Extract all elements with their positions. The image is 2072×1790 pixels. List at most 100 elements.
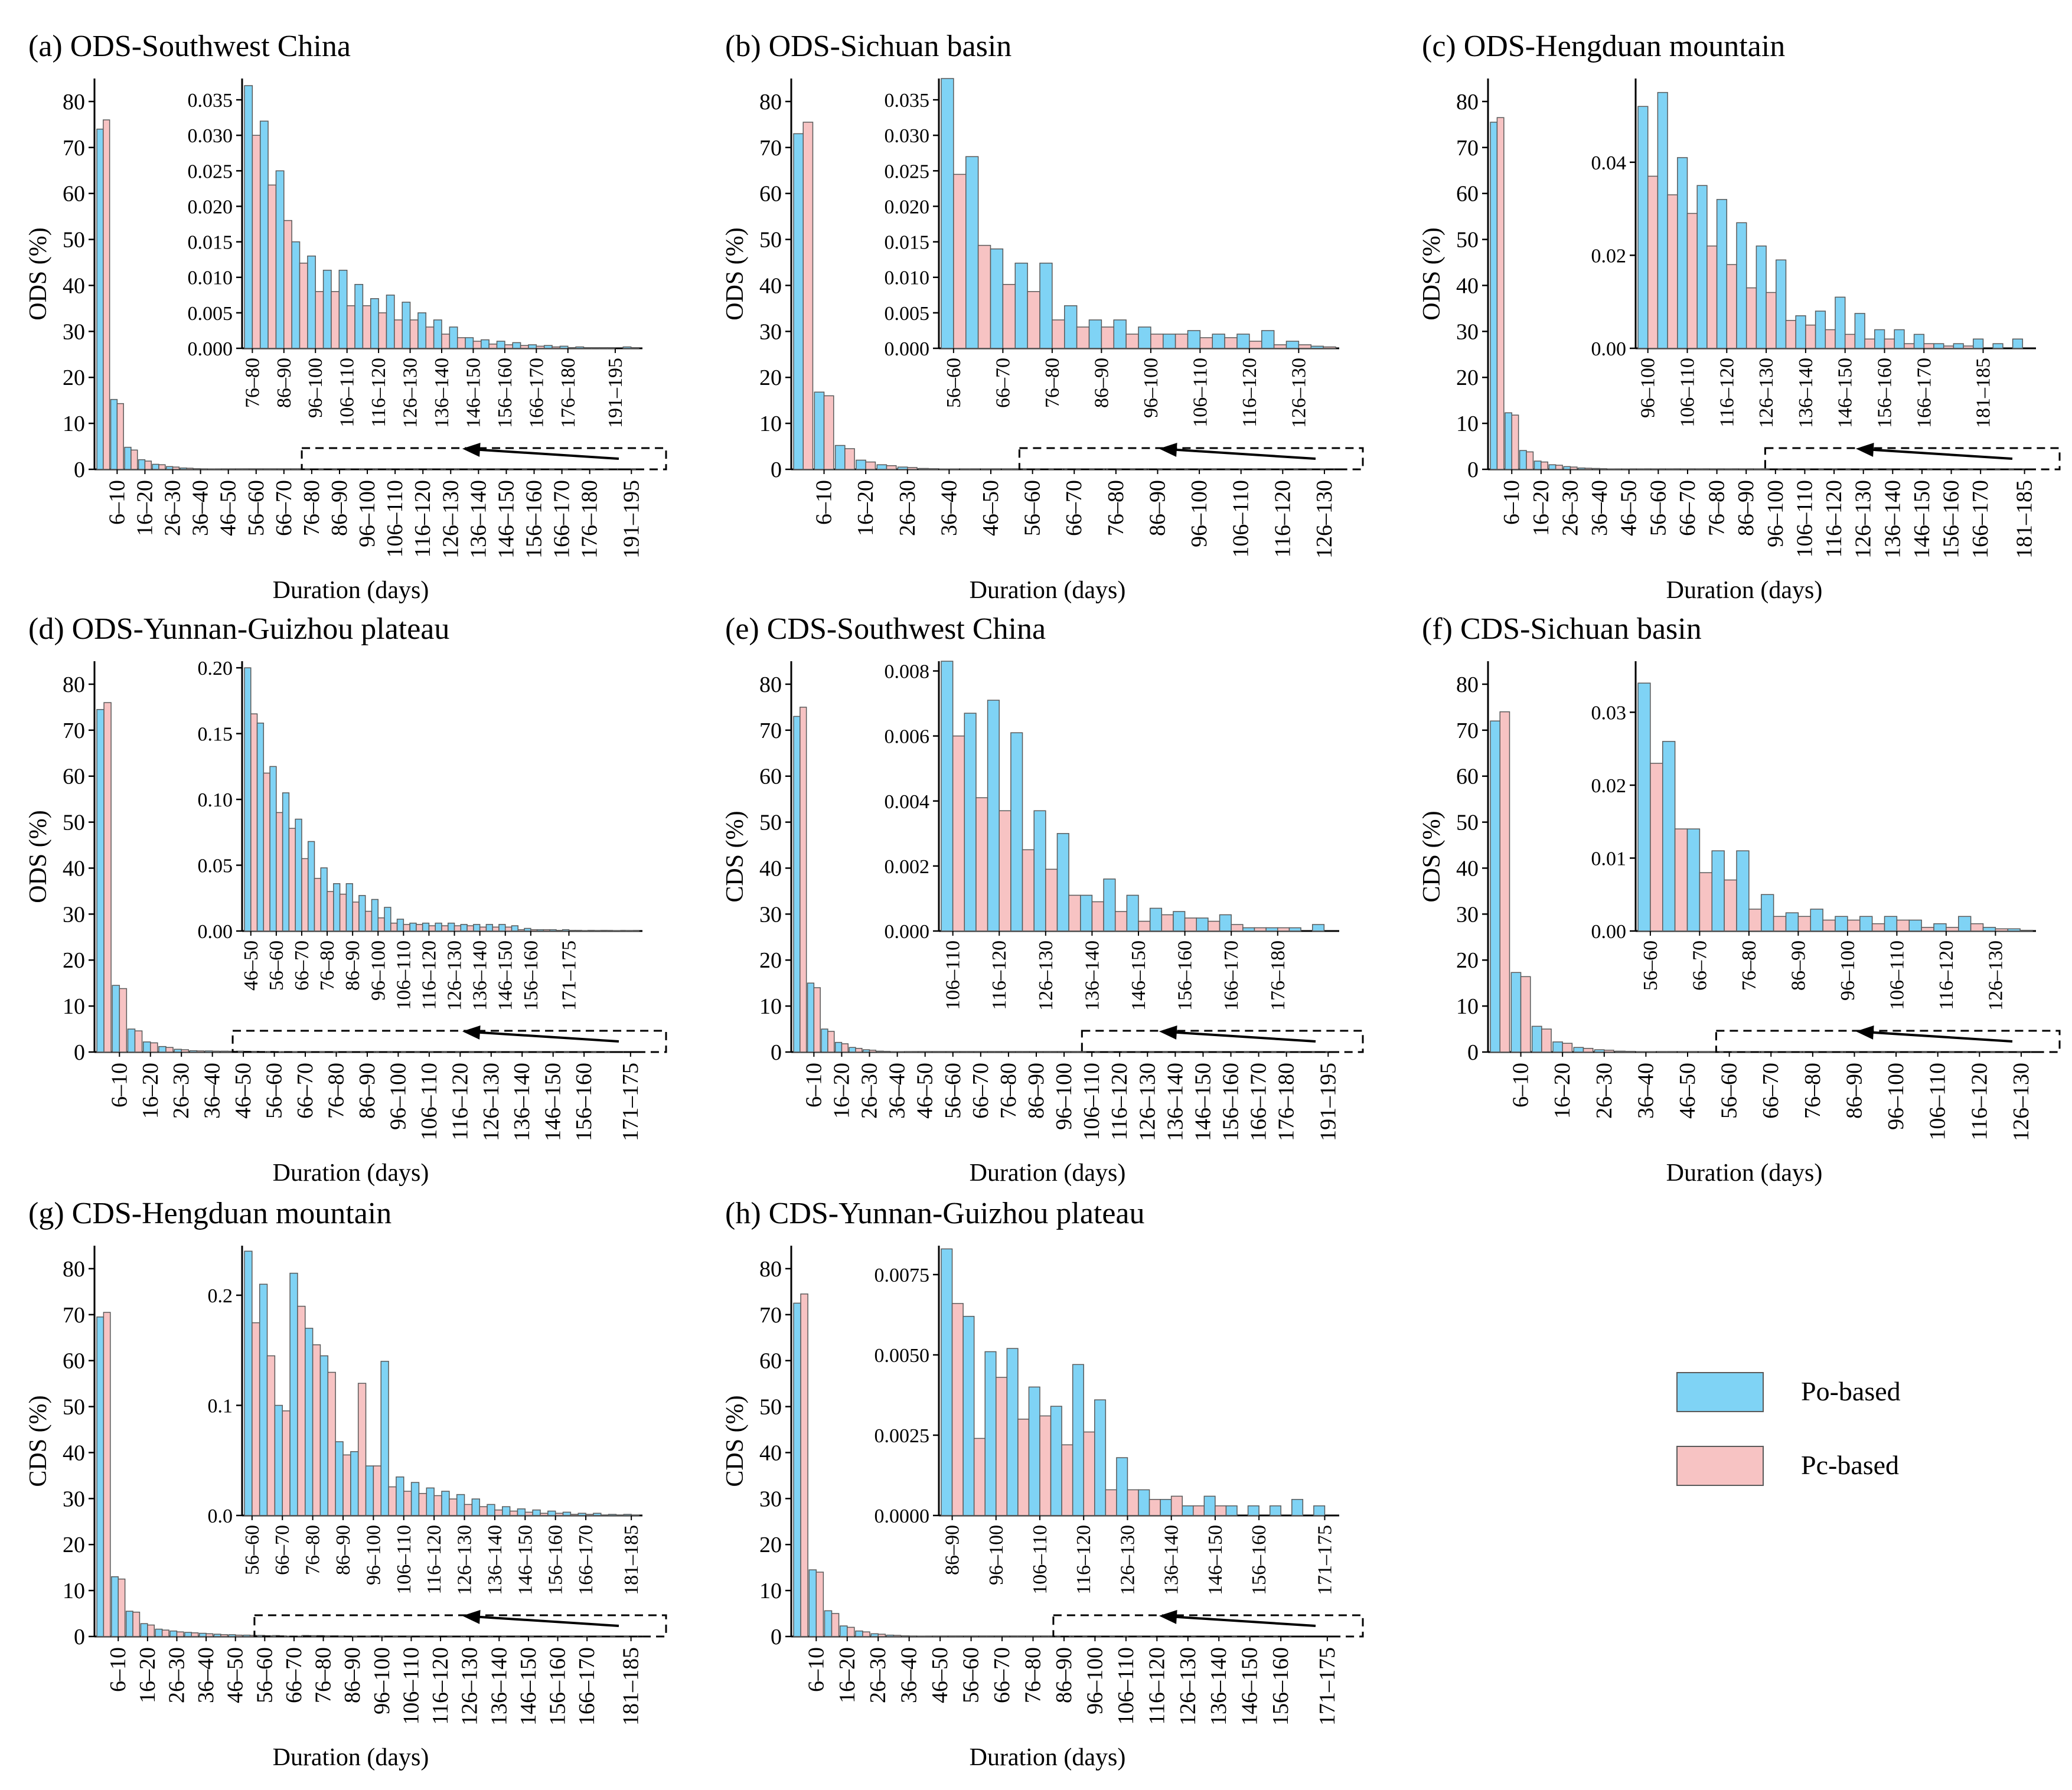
inset-bar-pc xyxy=(250,713,258,932)
inset-x-tick-label: 126–130 xyxy=(1985,940,2006,1011)
inset-bar-pc xyxy=(1970,923,1984,932)
inset-bar-po xyxy=(365,1465,374,1516)
bar-pc xyxy=(1624,1051,1636,1053)
y-tick-label: 50 xyxy=(759,1395,782,1420)
x-tick-label: 106–110 xyxy=(399,1647,423,1725)
inset-bar-po xyxy=(1835,296,1846,349)
inset-bar-pc xyxy=(1208,920,1221,932)
inset-bar-po xyxy=(1884,916,1898,932)
y-tick-label: 30 xyxy=(63,1487,85,1511)
bar-pc xyxy=(1555,465,1563,470)
legend: Po-based Pc-based xyxy=(1676,1372,1901,1486)
inset-x-tick-label: 136–140 xyxy=(1081,940,1103,1011)
inset-bar-po xyxy=(319,1355,329,1516)
inset-bar-pc xyxy=(364,910,373,932)
inset-bar-pc xyxy=(1943,345,1954,349)
x-tick-label: 156–160 xyxy=(1219,1063,1244,1141)
y-tick-label: 20 xyxy=(1456,365,1479,390)
inset-x-tick-label: 146–150 xyxy=(1835,358,1856,428)
inset-bar-pc xyxy=(568,930,576,932)
inset-y-tick-label: 0.0 xyxy=(208,1505,233,1527)
inset-bar-po xyxy=(1835,916,1848,932)
x-tick-label: 16–20 xyxy=(853,480,878,536)
legend-swatch-pc xyxy=(1676,1446,1764,1486)
bar-pc xyxy=(886,465,897,470)
inset-bar-po xyxy=(559,345,569,349)
inset-bar-po xyxy=(941,661,954,932)
x-tick-label: 46–50 xyxy=(978,480,1003,536)
inset-bar-pc xyxy=(1896,919,1910,932)
inset-bar-pc xyxy=(504,926,513,932)
bar-po xyxy=(1636,1051,1647,1053)
x-tick-label: 171–175 xyxy=(1315,1647,1340,1726)
inset-y-tick-label: 0.0050 xyxy=(875,1345,930,1367)
x-tick-label: 126–130 xyxy=(438,480,463,558)
inset-bar-pc xyxy=(1748,909,1762,932)
bar-po xyxy=(96,128,104,470)
inset-bar-pc xyxy=(1150,334,1164,349)
inset-y-tick-label: 0.010 xyxy=(885,267,930,289)
inset-bar-po xyxy=(613,930,621,932)
bar-po xyxy=(824,1610,833,1637)
inset-bar-po xyxy=(1103,878,1116,932)
inset-bar-po xyxy=(517,1508,526,1516)
inset-bar-po xyxy=(1761,894,1774,932)
bar-po xyxy=(834,1041,843,1053)
bar-po xyxy=(127,1028,136,1053)
bar-po xyxy=(807,982,815,1053)
inset-bar-po xyxy=(307,841,315,932)
inset-bar-po xyxy=(1736,850,1750,932)
x-tick-label: 46–50 xyxy=(223,1647,248,1703)
inset-bar-pc xyxy=(1017,1419,1030,1516)
inset-bar-pc xyxy=(585,1514,594,1516)
inset-bar-pc xyxy=(517,929,525,932)
inset-bar-pc xyxy=(1127,1489,1139,1516)
legend-label-pc: Pc-based xyxy=(1801,1450,1899,1480)
bar-pc xyxy=(234,1634,243,1637)
inset-x-tick-label: 96–100 xyxy=(363,1525,384,1585)
x-axis-label: Duration (days) xyxy=(1666,577,1823,604)
inset-bar-pc xyxy=(403,924,410,932)
bar-pc xyxy=(132,1611,141,1637)
inset-bar-po xyxy=(471,1498,480,1516)
inset-bar-po xyxy=(964,713,977,932)
bar-po xyxy=(1573,1047,1584,1053)
inset-x-tick-label: 56–60 xyxy=(943,358,965,408)
y-axis-label: CDS (%) xyxy=(25,1395,52,1487)
bar-po xyxy=(793,716,801,1053)
y-tick-label: 0 xyxy=(1467,1040,1479,1065)
bar-pc xyxy=(1645,1051,1656,1053)
zoom-arrow-head xyxy=(1159,442,1177,457)
inset-bar-pc xyxy=(339,893,347,932)
inset-bar-pc xyxy=(299,262,308,349)
inset-bar-pc xyxy=(314,878,322,932)
x-tick-label: 86–90 xyxy=(1842,1063,1867,1119)
inset-bar-po xyxy=(502,1506,511,1516)
inset-bar-pc xyxy=(1027,291,1040,349)
bar-po xyxy=(1505,412,1512,470)
x-tick-label: 46–50 xyxy=(1617,480,1642,536)
inset-bar-pc xyxy=(346,305,355,349)
inset-x-tick-label: 126–130 xyxy=(1117,1525,1138,1595)
inset-bar-po xyxy=(1696,185,1708,349)
x-tick-label: 26–30 xyxy=(169,1063,194,1119)
inset-x-tick-label: 116–120 xyxy=(418,940,440,1010)
inset-y-tick-label: 0.20 xyxy=(198,658,233,680)
inset-bar-po xyxy=(465,337,474,349)
inset-bar-pc xyxy=(252,1322,260,1516)
zoom-region-box xyxy=(301,447,667,471)
bar-po xyxy=(890,1051,898,1053)
x-tick-label: 96–100 xyxy=(1763,480,1788,547)
inset-bar-pc xyxy=(552,346,561,349)
bar-po xyxy=(158,1046,167,1053)
inset-x-tick-label: 146–150 xyxy=(495,940,517,1011)
inset-x-tick-label: 116–120 xyxy=(1073,1525,1095,1595)
inset-bar-pc xyxy=(1822,919,1836,932)
inset-x-tick-label: 66–70 xyxy=(272,1525,293,1575)
chart-title: (d) ODS-Yunnan-Guizhou plateau xyxy=(28,612,449,646)
inset-y-tick-label: 0.15 xyxy=(198,724,233,746)
y-tick-label: 50 xyxy=(759,811,782,835)
y-tick-label: 60 xyxy=(759,182,782,207)
inset-bar-pc xyxy=(1199,337,1213,349)
